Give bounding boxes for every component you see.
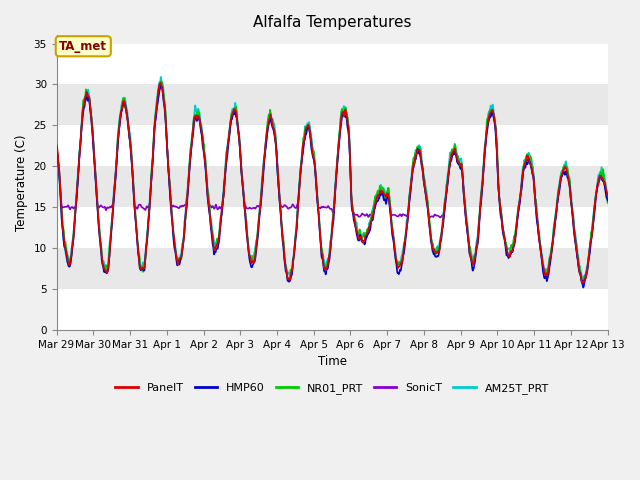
Text: TA_met: TA_met: [60, 40, 108, 53]
Y-axis label: Temperature (C): Temperature (C): [15, 134, 28, 231]
Legend: PanelT, HMP60, NR01_PRT, SonicT, AM25T_PRT: PanelT, HMP60, NR01_PRT, SonicT, AM25T_P…: [111, 379, 553, 398]
X-axis label: Time: Time: [317, 355, 347, 369]
Bar: [56, 248, 608, 289]
Bar: [56, 289, 608, 330]
Bar: [56, 44, 608, 84]
Bar: [56, 125, 608, 167]
Bar: [56, 167, 608, 207]
Bar: [56, 84, 608, 125]
Bar: [56, 207, 608, 248]
Title: Alfalfa Temperatures: Alfalfa Temperatures: [253, 15, 412, 30]
